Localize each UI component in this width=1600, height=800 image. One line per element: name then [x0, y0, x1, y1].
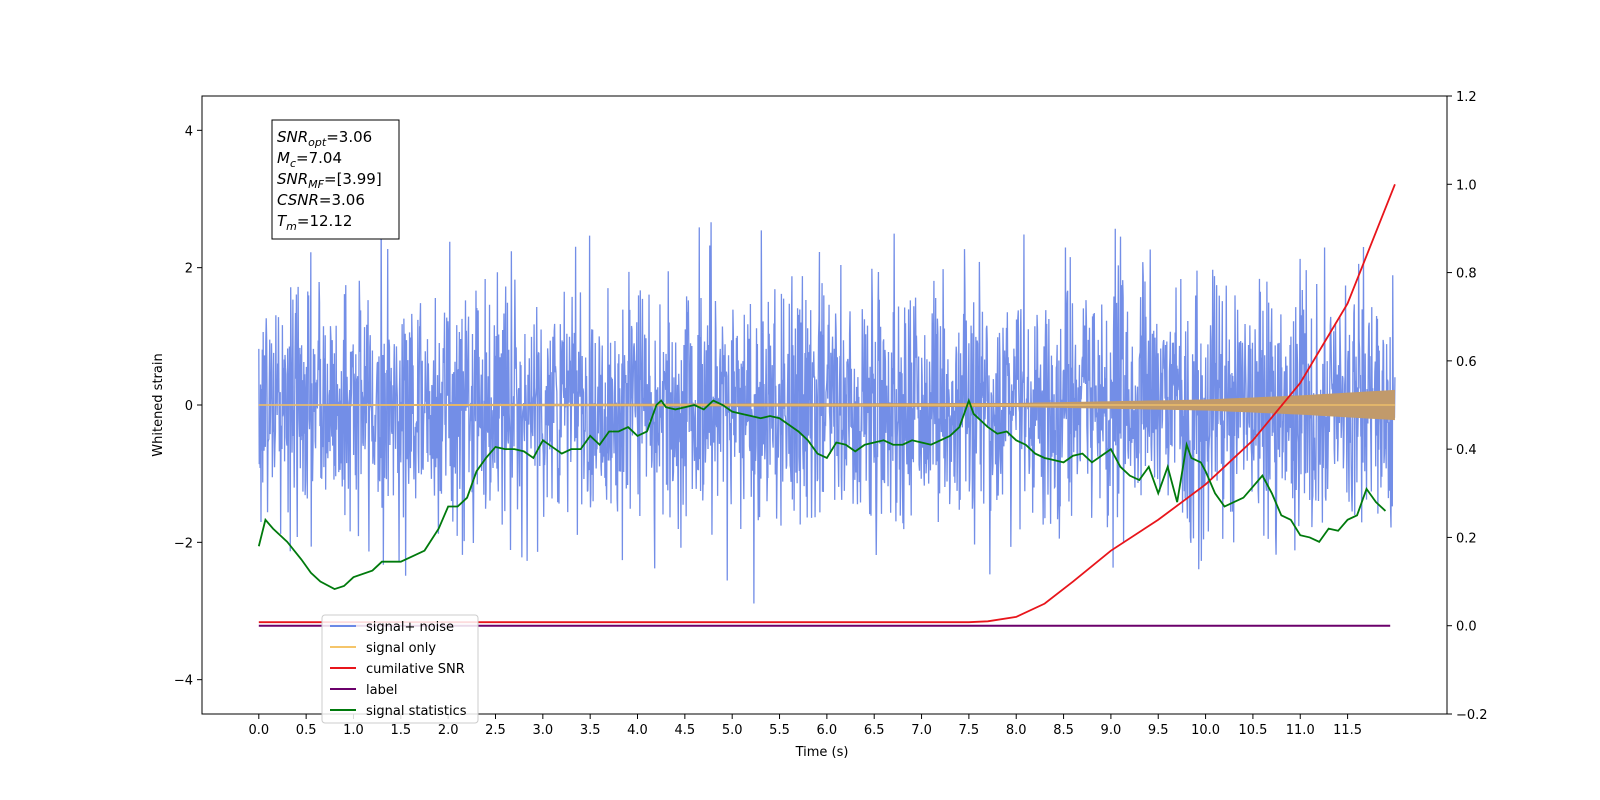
y2-tick-label: 1.2: [1456, 90, 1477, 105]
info-line: SNRMF=[3.99]: [277, 170, 382, 191]
x-tick-label: 3.5: [580, 723, 601, 738]
x-tick-label: 7.0: [911, 723, 932, 738]
y2-tick-label: 0.4: [1456, 443, 1477, 458]
x-tick-label: 10.0: [1191, 723, 1220, 738]
x-tick-label: 3.0: [532, 723, 553, 738]
y-tick-label: −4: [174, 674, 193, 689]
info-line: Mc=7.04: [277, 149, 342, 170]
x-tick-label: 11.0: [1286, 723, 1315, 738]
x-axis-title: Time (s): [795, 745, 849, 760]
y-tick-label: 4: [185, 124, 193, 139]
y2-tick-label: −0.2: [1456, 708, 1488, 723]
x-tick-label: 5.5: [769, 723, 790, 738]
y2-tick-label: 0.0: [1456, 620, 1477, 635]
x-tick-label: 9.5: [1148, 723, 1169, 738]
legend-label: label: [366, 683, 397, 698]
info-line: Tm=12.12: [277, 212, 352, 233]
x-tick-label: 0.0: [248, 723, 269, 738]
y2-tick-label: 0.8: [1456, 267, 1477, 282]
y-tick-label: 0: [185, 399, 193, 414]
x-tick-label: 4.5: [675, 723, 696, 738]
info-line: CSNR=3.06: [277, 191, 365, 209]
y-axis-left: −4 −2 0 2 4: [174, 124, 202, 689]
x-tick-label: 9.0: [1101, 723, 1122, 738]
x-tick-label: 4.0: [627, 723, 648, 738]
x-axis: 0.0 0.5 1.0 1.5 2.0 2.5 3.0 3.5 4.0 4.5 5.0 5.5 6.0 6…: [248, 714, 1362, 738]
x-tick-label: 2.0: [438, 723, 459, 738]
legend-label: signal only: [366, 641, 436, 656]
y2-tick-label: 0.2: [1456, 531, 1477, 546]
y-axis-title: Whitened strain: [151, 353, 166, 456]
legend-label: signal statistics: [366, 704, 467, 719]
y2-tick-label: 0.6: [1456, 355, 1477, 370]
info-box-frame: [271, 119, 400, 240]
x-tick-label: 1.5: [390, 723, 411, 738]
x-tick-label: 2.5: [485, 723, 506, 738]
cumulative-snr-line: [258, 183, 1396, 624]
x-tick-label: 10.5: [1238, 723, 1267, 738]
x-tick-label: 8.5: [1053, 723, 1074, 738]
legend: signal+ noise signal only cumilative SNR la…: [321, 614, 479, 724]
x-tick-label: 11.5: [1333, 723, 1362, 738]
signal-statistics-line: [257, 397, 1387, 591]
y-axis-right: −0.2 0.0 0.2 0.4 0.6 0.8 1.0 1.2: [1447, 90, 1488, 723]
y-tick-label: 2: [185, 262, 193, 277]
legend-label: cumilative SNR: [366, 662, 465, 677]
x-tick-label: 1.0: [343, 723, 364, 738]
info-line: SNRopt=3.06: [277, 128, 372, 149]
y-tick-label: −2: [174, 536, 193, 551]
y2-tick-label: 1.0: [1456, 178, 1477, 193]
x-tick-label: 5.0: [722, 723, 743, 738]
x-tick-label: 7.5: [959, 723, 980, 738]
x-tick-label: 8.0: [1006, 723, 1027, 738]
signal-noise-line: [258, 210, 1396, 604]
x-tick-label: 6.5: [864, 723, 885, 738]
x-tick-label: 6.0: [817, 723, 838, 738]
legend-frame: [321, 614, 479, 724]
x-tick-label: 0.5: [296, 723, 317, 738]
legend-label: signal+ noise: [366, 620, 454, 635]
